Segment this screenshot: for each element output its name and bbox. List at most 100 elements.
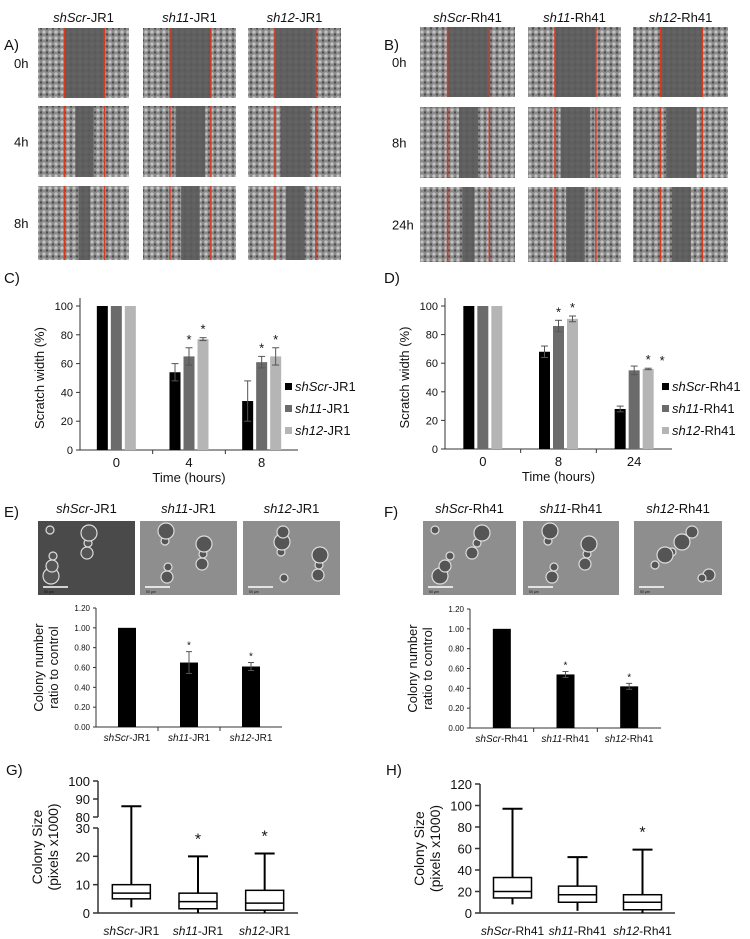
bar [180, 662, 198, 727]
y-tick-label: 0.60 [448, 665, 464, 674]
column-header: shScr-Rh41 [435, 501, 504, 516]
y-tick-label: 100 [55, 301, 73, 313]
scale-bar-label: 50 µm [146, 590, 156, 594]
y-tick-label: 1.20 [448, 605, 464, 614]
y-tick-label: 80 [76, 810, 90, 825]
significance-star: * [273, 332, 278, 347]
y-axis-label: (pixels x1000) [427, 805, 443, 892]
y-tick-label: 0.80 [448, 645, 464, 654]
bar [183, 356, 195, 450]
colony [48, 551, 58, 561]
y-axis-label: Scratch width (%) [32, 327, 47, 429]
y-tick-label: 80 [426, 330, 438, 342]
x-tick-label: shScr-Rh41 [481, 924, 545, 938]
scratch-gap [64, 28, 105, 98]
x-tick-label: 4 [185, 455, 192, 470]
y-tick-label: 80 [458, 820, 472, 835]
colony [685, 525, 699, 539]
x-tick-label: shScr-Rh41 [475, 734, 528, 745]
x-tick-label: 8 [258, 455, 265, 470]
y-axis-label: Colony Size [29, 809, 45, 884]
x-tick-label: sh11-Rh41 [541, 734, 590, 745]
x-tick-label: 0 [113, 455, 120, 470]
significance-star: * [556, 304, 561, 319]
panel-label: A) [4, 37, 19, 54]
x-axis-label: Time (hours) [152, 470, 225, 485]
y-tick-label: 90 [76, 792, 90, 807]
x-axis-label: Time (hours) [522, 469, 595, 484]
y-tick-label: 20 [61, 416, 73, 428]
y-tick-label: 0 [83, 906, 90, 921]
column-header: shScr-JR1 [56, 501, 117, 516]
legend-swatch [285, 427, 292, 434]
scratch-gap [78, 186, 91, 260]
panel-label: C) [4, 270, 20, 287]
y-tick-label: 1.20 [74, 604, 90, 613]
colony [45, 525, 55, 535]
row-label-time: 0h [392, 55, 406, 70]
colony [311, 546, 329, 564]
y-tick-label: 100 [420, 301, 438, 313]
legend-label: shScr-JR1 [295, 379, 356, 394]
column-header: sh12-JR1 [264, 501, 320, 516]
scale-bar-label: 50 µm [640, 590, 650, 594]
y-tick-label: 0.80 [74, 644, 90, 653]
significance-star: * [259, 340, 264, 355]
scratch-gap [75, 106, 94, 177]
legend-swatch [662, 383, 669, 390]
y-tick-label: 0 [465, 906, 472, 921]
colony [650, 560, 660, 570]
column-header: sh11-JR1 [162, 10, 217, 25]
colony [578, 557, 592, 571]
scratch-gap [274, 28, 316, 98]
legend-label: sh11-JR1 [295, 401, 350, 416]
x-tick-label: sh12-JR1 [230, 733, 273, 744]
y-tick-label: 0.00 [74, 723, 90, 732]
column-header: sh11-JR1 [161, 501, 216, 516]
bar [270, 356, 282, 450]
legend-swatch [285, 405, 292, 412]
x-tick-label: shScr-JR1 [103, 924, 159, 938]
colony [445, 551, 455, 561]
bar [118, 627, 136, 727]
row-label-time: 8h [392, 136, 406, 151]
colony [311, 568, 325, 582]
scratch-gap [447, 27, 490, 97]
y-tick-label: 0 [432, 444, 438, 456]
scale-bar-label: 50 µm [44, 590, 54, 594]
y-axis-label: Colony number [405, 624, 420, 713]
y-tick-label: 60 [458, 842, 472, 857]
significance-star: * [187, 641, 191, 652]
scratch-gap [660, 27, 703, 97]
colony [160, 570, 174, 584]
colony [545, 570, 559, 584]
x-tick-label: 8 [555, 454, 562, 469]
colony [80, 546, 94, 560]
column-header: sh12-JR1 [267, 10, 323, 25]
bar [620, 686, 639, 728]
panel-label: B) [384, 37, 399, 54]
box [492, 876, 533, 899]
significance-star: * [262, 829, 268, 846]
column-header: sh11-Rh41 [540, 501, 603, 516]
scale-bar-label: 50 µm [249, 590, 259, 594]
scratch-gap [175, 106, 206, 177]
y-tick-label: 40 [426, 387, 438, 399]
y-tick-label: 20 [458, 885, 472, 900]
bar [197, 339, 209, 450]
panel-label: F) [384, 504, 398, 521]
bar [477, 306, 489, 449]
box [244, 889, 285, 911]
bar [110, 306, 122, 450]
colony [580, 535, 598, 553]
y-tick-label: 100 [450, 799, 472, 814]
significance-star: * [660, 353, 665, 368]
colony [80, 524, 98, 542]
y-tick-label: 0.20 [448, 704, 464, 713]
legend-label: sh12-JR1 [295, 423, 351, 438]
scratch-gap [181, 186, 200, 260]
legend-swatch [285, 383, 292, 390]
scratch-gap [462, 187, 475, 262]
significance-star: * [627, 672, 631, 683]
x-tick-label: sh12-Rh41 [613, 924, 672, 938]
